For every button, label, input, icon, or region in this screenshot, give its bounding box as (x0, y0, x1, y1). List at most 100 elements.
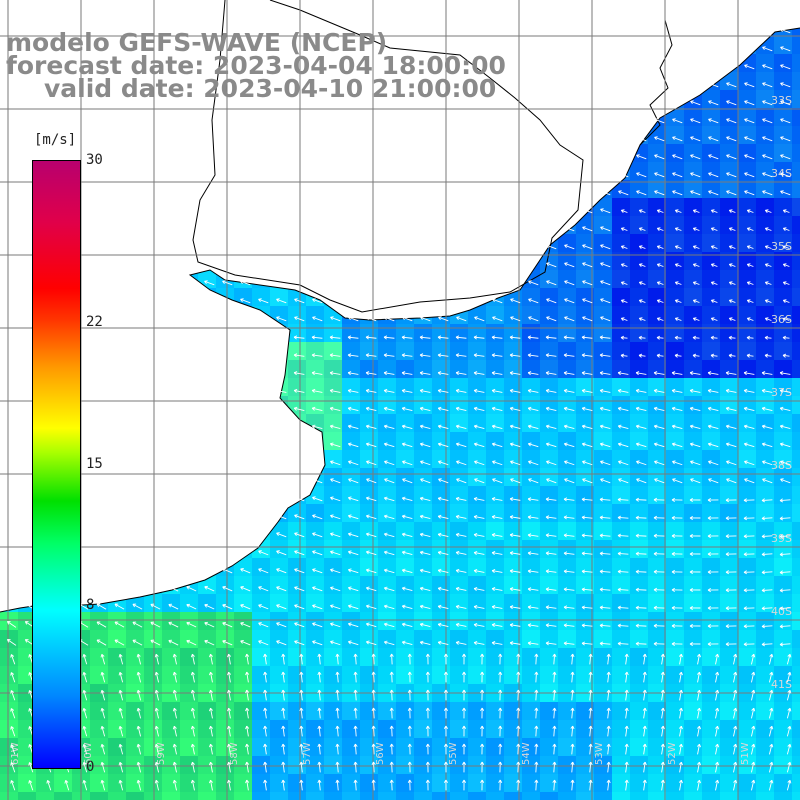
wind-arrow (653, 424, 665, 430)
speed-cell (720, 774, 738, 792)
wind-arrow (437, 388, 449, 393)
speed-cell (738, 270, 756, 288)
speed-cell (612, 540, 630, 558)
wind-arrow (383, 496, 395, 502)
wind-arrow (624, 707, 629, 719)
speed-cell (126, 612, 144, 630)
speed-cell (522, 720, 540, 738)
speed-cell (342, 450, 360, 468)
wind-arrow (294, 514, 305, 520)
wind-arrow (407, 761, 412, 773)
wind-arrow (728, 317, 736, 322)
wind-arrow (371, 671, 376, 683)
wind-arrow (150, 639, 161, 646)
wind-arrow (715, 671, 720, 683)
wind-arrow (636, 154, 647, 160)
speed-cell (324, 468, 342, 486)
speed-cell (756, 504, 774, 522)
wind-arrow (635, 569, 647, 574)
wind-arrow (534, 761, 539, 773)
wind-arrow (82, 761, 88, 773)
wind-arrow (642, 671, 647, 683)
wind-arrow (312, 298, 323, 304)
wind-arrow (707, 498, 719, 503)
speed-cell (702, 468, 720, 486)
wind-arrow (588, 671, 593, 683)
wind-arrow (779, 588, 791, 593)
wind-arrow (672, 136, 683, 142)
wind-arrow (227, 671, 232, 683)
speed-cell (648, 306, 666, 324)
wind-arrow (726, 118, 737, 124)
speed-cell (432, 792, 450, 800)
wind-arrow (697, 653, 702, 665)
speed-cell (432, 648, 450, 666)
speed-cell (468, 540, 486, 558)
speed-cell (108, 648, 126, 666)
wind-arrow (761, 406, 773, 411)
wind-arrow (764, 317, 772, 322)
speed-cell (378, 360, 396, 378)
speed-cell (558, 324, 576, 342)
speed-cell (360, 324, 378, 342)
wind-arrow (620, 299, 628, 304)
speed-cell (756, 126, 774, 144)
speed-cell (792, 576, 800, 594)
wind-arrow (335, 653, 340, 665)
wind-arrow (746, 281, 754, 286)
wind-arrow (582, 226, 593, 232)
wind-arrow (10, 690, 16, 701)
speed-cell (774, 756, 792, 774)
speed-cell (468, 576, 486, 594)
speed-cell (594, 738, 612, 756)
wind-arrow (654, 154, 665, 160)
wind-arrow (725, 424, 737, 430)
wind-arrow (329, 353, 341, 358)
speed-cell (0, 774, 18, 792)
wind-arrow (545, 605, 557, 610)
wind-arrow (419, 388, 431, 393)
speed-cell (234, 648, 252, 666)
wind-arrow (330, 550, 341, 556)
wind-arrow (227, 761, 232, 773)
speed-cell (540, 468, 558, 486)
wind-arrow (707, 606, 719, 611)
speed-cell (522, 486, 540, 504)
speed-cell (702, 378, 720, 396)
speed-cell (414, 738, 432, 756)
speed-cell (630, 468, 648, 486)
speed-cell (450, 774, 468, 792)
speed-cell (342, 540, 360, 558)
speed-cell (666, 360, 684, 378)
speed-cell (594, 432, 612, 450)
speed-cell (486, 504, 504, 522)
speed-cell (486, 450, 504, 468)
speed-cell (612, 504, 630, 522)
wind-arrow (172, 761, 177, 773)
speed-cell (702, 342, 720, 360)
wind-arrow (402, 316, 413, 322)
speed-cell (594, 666, 612, 684)
wind-arrow (606, 761, 611, 773)
speed-cell (414, 522, 432, 540)
speed-cell (684, 486, 702, 504)
wind-arrow (461, 743, 467, 755)
speed-cell (540, 522, 558, 540)
wind-arrow (600, 244, 611, 250)
wind-arrow (299, 689, 304, 701)
wind-arrow (546, 298, 557, 304)
speed-cell (270, 702, 288, 720)
speed-cell (306, 378, 324, 396)
wind-arrow (293, 388, 305, 393)
wind-arrow (330, 316, 341, 322)
wind-arrows (6, 28, 792, 791)
wind-arrow (762, 172, 773, 178)
wind-arrow (311, 424, 323, 430)
wind-arrow (383, 353, 395, 358)
speed-cell (378, 558, 396, 576)
speed-cell (108, 630, 126, 648)
speed-cell (18, 792, 36, 800)
wind-arrow (419, 496, 431, 502)
speed-cell (720, 306, 738, 324)
wind-arrow (710, 317, 718, 322)
